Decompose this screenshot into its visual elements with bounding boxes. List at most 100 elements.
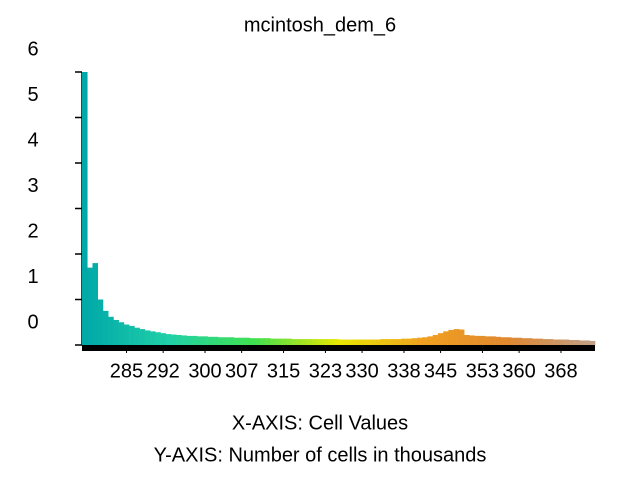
bar [291,339,297,345]
bar [506,337,512,345]
bar [97,299,104,345]
bar [328,339,334,345]
bar [176,334,182,345]
bar [254,338,261,345]
bar [396,339,402,345]
bar [197,336,203,345]
bar [212,336,219,345]
bar [82,72,88,345]
bar [92,263,99,345]
x-axis-label: X-AXIS: Cell Values [232,412,408,434]
bar [369,339,376,345]
y-tick-label: 4 [27,129,38,151]
chart-title: mcintosh_dem_6 [244,14,396,36]
x-axis-band [82,344,595,351]
y-tick-label: 1 [27,266,38,288]
bar [280,338,287,345]
y-axis-label: Y-AXIS: Number of cells in thousands [154,444,487,466]
bar [223,337,229,345]
bar [375,339,381,345]
bar [537,338,543,345]
y-tick-label: 0 [27,311,38,333]
bar [589,340,596,345]
bar [532,338,538,345]
bar [155,332,161,345]
bar [343,339,350,345]
bar [584,340,591,345]
bar [558,339,564,345]
bar [448,329,454,345]
x-tick-label: 285 [110,360,143,382]
bar [108,316,114,345]
x-tick-label: 323 [309,360,342,382]
bar [458,329,465,345]
bar [259,338,266,345]
bar [191,335,198,345]
x-tick-label: 338 [387,360,420,382]
bar [123,324,130,345]
bar [239,337,245,345]
bar [553,339,559,345]
bar [359,339,365,345]
bar [181,335,187,345]
x-tick-label: 353 [466,360,499,382]
bar [364,339,371,345]
bar [443,331,449,345]
bar [437,333,444,345]
y-tick-label: 6 [27,38,38,60]
bar [338,339,345,345]
bar [144,330,151,345]
bar [511,337,517,345]
bar [568,339,575,345]
bar [296,339,303,345]
y-tick-label: 5 [27,84,38,106]
bar [417,337,423,345]
x-tick-label: 345 [424,360,457,382]
bar [474,335,481,345]
bar [113,319,119,345]
bar [202,336,208,345]
bar [479,335,486,345]
bar [354,339,360,345]
bar [500,337,507,345]
x-tick-label: 315 [267,360,300,382]
bar [317,339,324,345]
bar [301,339,308,345]
bar [160,333,167,345]
y-tick-label: 3 [27,175,38,197]
x-tick-label: 307 [225,360,258,382]
bar [579,340,585,345]
bar [542,339,549,345]
bar [521,338,528,345]
bar [286,338,292,345]
y-tick-label: 2 [27,220,38,242]
bar [411,338,418,345]
bar [516,337,523,345]
bar [218,337,224,345]
bar [453,329,460,345]
x-tick-label: 360 [502,360,535,382]
bar [406,338,413,345]
bar [380,339,386,345]
bar [333,339,339,345]
x-tick-label: 292 [146,360,179,382]
bar [526,338,533,345]
bar [139,329,146,345]
bar [87,267,93,345]
bar [485,336,491,345]
bar [574,339,580,345]
bar [495,336,502,345]
bar [249,338,256,345]
bar [422,337,428,345]
bar [165,334,172,345]
x-tick-label: 368 [544,360,577,382]
bar [134,327,140,345]
bar [170,334,177,345]
bar [464,334,470,345]
bar [490,336,496,345]
bar [186,335,193,345]
bar [469,335,475,345]
bar [228,337,235,345]
bar [307,339,313,345]
